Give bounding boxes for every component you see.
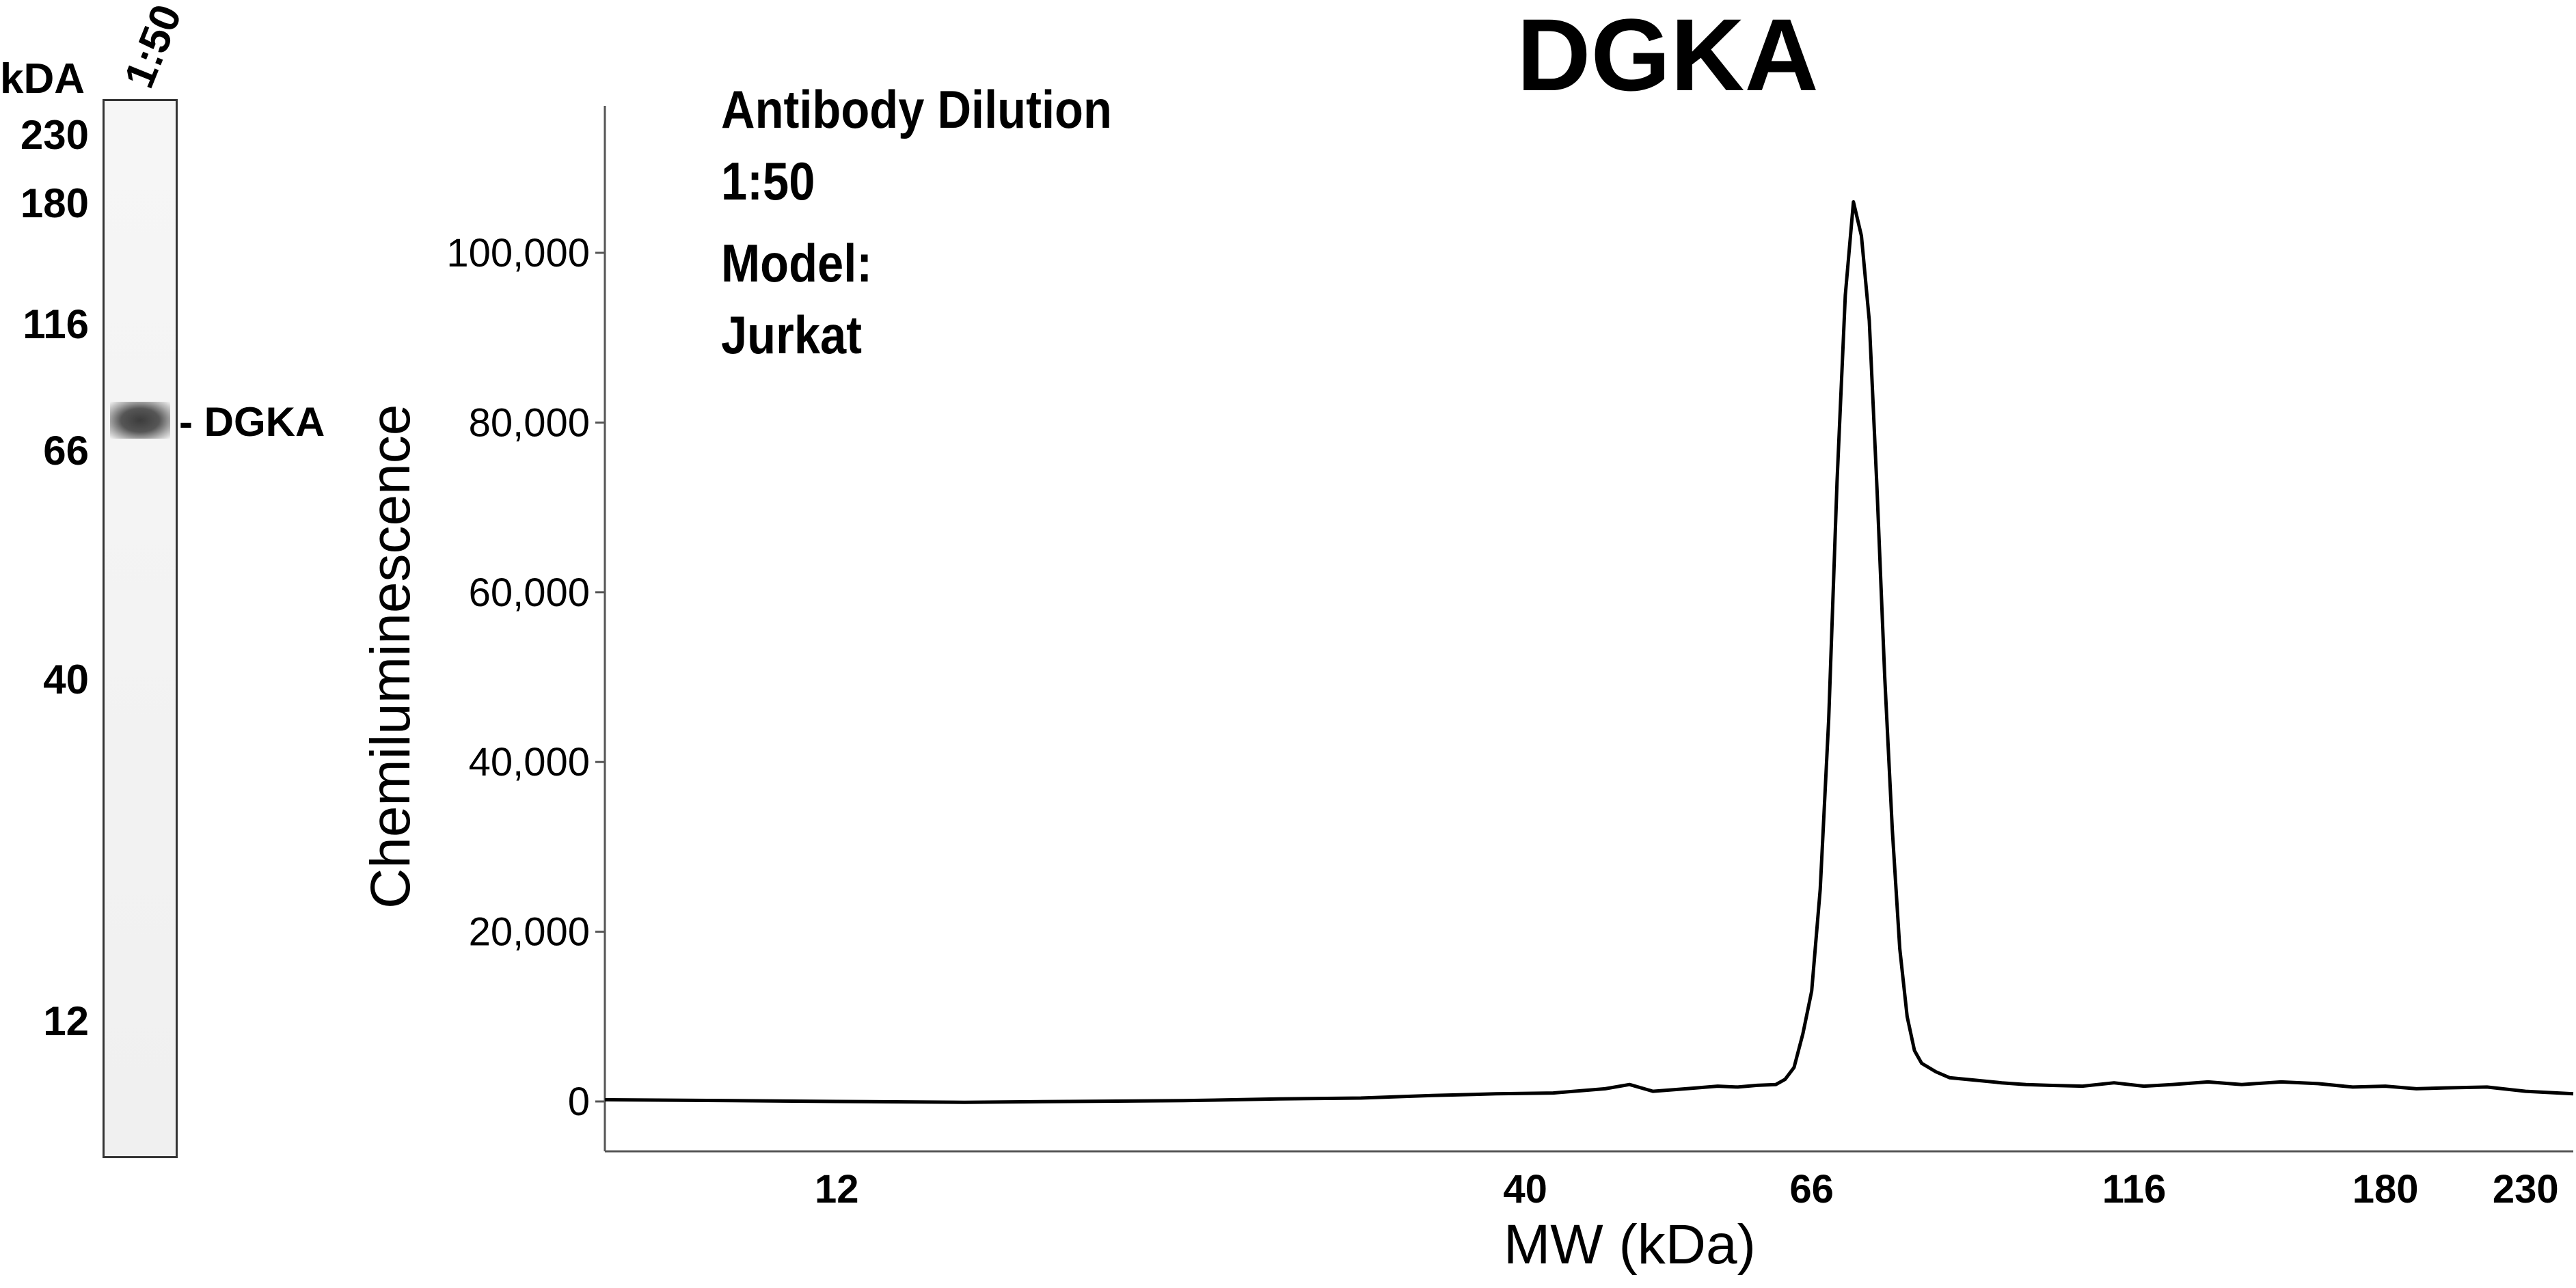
x-tick-label: 180 bbox=[2353, 1167, 2419, 1211]
y-tick-label: 20,000 bbox=[469, 910, 590, 955]
blot-band-label: - DGKA bbox=[179, 399, 325, 445]
x-tick-label: 40 bbox=[1503, 1167, 1547, 1211]
blot-marker-66: 66 bbox=[43, 428, 89, 474]
blot-unit-header: kDA bbox=[0, 55, 85, 102]
x-ticks: 12 40 66 116 180 230 bbox=[815, 1167, 2559, 1211]
annotation-model-value: Jurkat bbox=[721, 305, 863, 365]
y-tick-label: 40,000 bbox=[469, 740, 590, 784]
blot-marker-116: 116 bbox=[23, 301, 89, 347]
y-tick-label: 0 bbox=[568, 1080, 590, 1124]
x-tick-label: 230 bbox=[2493, 1167, 2559, 1211]
annotation-dilution-heading: Antibody Dilution bbox=[721, 79, 1112, 139]
x-axis-label: MW (kDa) bbox=[1504, 1214, 1756, 1276]
y-tick-label: 80,000 bbox=[469, 400, 590, 445]
blot-marker-40: 40 bbox=[43, 657, 89, 702]
chemiluminescence-trace bbox=[604, 200, 2574, 1104]
x-tick-label: 116 bbox=[2102, 1167, 2167, 1211]
y-tick-label: 60,000 bbox=[469, 571, 590, 615]
blot-panel: kDA 1:50 230 180 116 66 40 12 - DGKA bbox=[0, 0, 383, 1288]
x-tick-label: 66 bbox=[1789, 1167, 1834, 1211]
annotation-model-heading: Model: bbox=[721, 233, 873, 293]
blot-marker-12: 12 bbox=[43, 998, 89, 1044]
blot-lane bbox=[103, 99, 178, 1158]
chart-title: DGKA bbox=[1517, 0, 1819, 112]
blot-marker-230: 230 bbox=[20, 112, 89, 158]
y-tick-label: 100,000 bbox=[446, 231, 590, 275]
x-tick-label: 12 bbox=[815, 1167, 859, 1211]
blot-marker-180: 180 bbox=[20, 180, 89, 226]
blot-band bbox=[110, 402, 170, 439]
annotation-dilution-value: 1:50 bbox=[721, 151, 815, 211]
y-ticks: 0 20,000 40,000 60,000 80,000 100,000 bbox=[446, 231, 605, 1124]
